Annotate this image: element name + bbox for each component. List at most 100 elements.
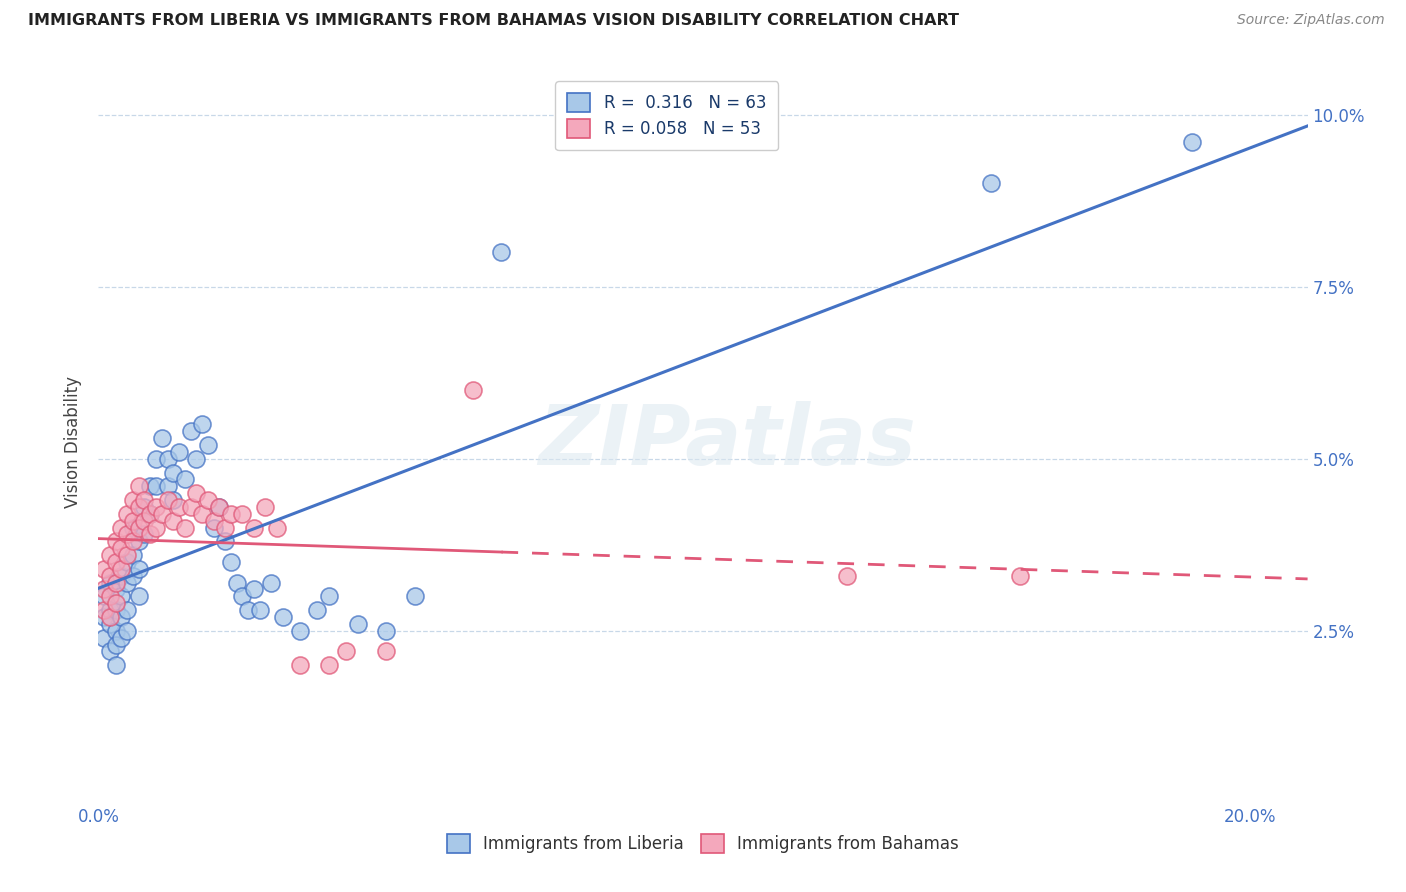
Text: IMMIGRANTS FROM LIBERIA VS IMMIGRANTS FROM BAHAMAS VISION DISABILITY CORRELATION: IMMIGRANTS FROM LIBERIA VS IMMIGRANTS FR… xyxy=(28,13,959,29)
Point xyxy=(375,624,398,638)
Point xyxy=(93,582,115,597)
Point xyxy=(104,624,127,638)
Point xyxy=(156,479,179,493)
Text: Source: ZipAtlas.com: Source: ZipAtlas.com xyxy=(1237,13,1385,28)
Point xyxy=(260,575,283,590)
Point xyxy=(145,479,167,493)
Point xyxy=(115,575,138,590)
Point xyxy=(150,507,173,521)
Point xyxy=(162,514,184,528)
Point xyxy=(162,466,184,480)
Point xyxy=(461,383,484,397)
Point xyxy=(115,548,138,562)
Point xyxy=(288,658,311,673)
Point xyxy=(231,590,253,604)
Point xyxy=(115,527,138,541)
Point xyxy=(139,479,162,493)
Point xyxy=(98,644,121,658)
Point xyxy=(318,590,340,604)
Point xyxy=(271,610,294,624)
Point xyxy=(173,472,195,486)
Point xyxy=(110,541,132,556)
Point xyxy=(214,534,236,549)
Point xyxy=(115,507,138,521)
Point xyxy=(835,568,858,582)
Point xyxy=(115,555,138,569)
Point xyxy=(346,616,368,631)
Point xyxy=(134,493,156,508)
Point xyxy=(128,520,150,534)
Point xyxy=(254,500,277,514)
Point xyxy=(134,500,156,514)
Point xyxy=(180,424,202,438)
Point xyxy=(115,624,138,638)
Point xyxy=(225,575,247,590)
Point xyxy=(122,568,145,582)
Point xyxy=(128,500,150,514)
Point xyxy=(219,555,242,569)
Point xyxy=(208,500,231,514)
Point xyxy=(219,507,242,521)
Point xyxy=(104,638,127,652)
Point xyxy=(243,520,266,534)
Point xyxy=(122,548,145,562)
Point xyxy=(186,451,208,466)
Point xyxy=(104,658,127,673)
Point xyxy=(93,603,115,617)
Point xyxy=(186,486,208,500)
Point xyxy=(104,596,127,610)
Point xyxy=(202,514,225,528)
Point xyxy=(104,555,127,569)
Point xyxy=(93,562,115,576)
Point xyxy=(156,451,179,466)
Point xyxy=(98,548,121,562)
Point xyxy=(208,500,231,514)
Point xyxy=(162,493,184,508)
Point xyxy=(404,590,426,604)
Point xyxy=(214,520,236,534)
Point xyxy=(191,507,214,521)
Point xyxy=(173,520,195,534)
Text: ZIPatlas: ZIPatlas xyxy=(538,401,917,482)
Point xyxy=(93,590,115,604)
Point xyxy=(180,500,202,514)
Point xyxy=(139,527,162,541)
Point xyxy=(110,590,132,604)
Point xyxy=(122,514,145,528)
Point xyxy=(110,610,132,624)
Point xyxy=(110,562,132,576)
Point xyxy=(110,631,132,645)
Point xyxy=(150,431,173,445)
Point xyxy=(167,500,190,514)
Point xyxy=(98,590,121,604)
Point xyxy=(139,507,162,521)
Point xyxy=(134,514,156,528)
Point xyxy=(104,582,127,597)
Y-axis label: Vision Disability: Vision Disability xyxy=(65,376,83,508)
Point xyxy=(288,624,311,638)
Point xyxy=(98,610,121,624)
Point xyxy=(98,575,121,590)
Point xyxy=(145,451,167,466)
Point xyxy=(93,610,115,624)
Point xyxy=(128,590,150,604)
Point xyxy=(115,603,138,617)
Point xyxy=(128,479,150,493)
Point xyxy=(197,493,219,508)
Point xyxy=(122,493,145,508)
Point xyxy=(134,527,156,541)
Point xyxy=(145,500,167,514)
Point xyxy=(98,616,121,631)
Point xyxy=(128,534,150,549)
Point xyxy=(98,568,121,582)
Point xyxy=(139,507,162,521)
Point xyxy=(236,603,259,617)
Point xyxy=(1181,135,1204,149)
Point xyxy=(122,534,145,549)
Legend: Immigrants from Liberia, Immigrants from Bahamas: Immigrants from Liberia, Immigrants from… xyxy=(440,827,966,860)
Point xyxy=(145,520,167,534)
Point xyxy=(156,493,179,508)
Point xyxy=(98,603,121,617)
Point xyxy=(104,575,127,590)
Point xyxy=(104,534,127,549)
